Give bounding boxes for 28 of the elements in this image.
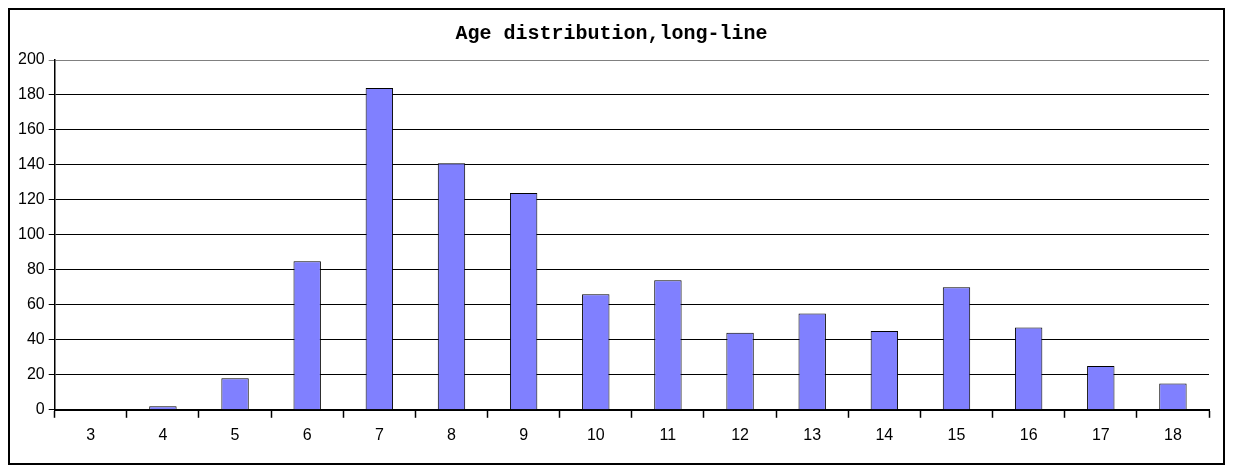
y-tick-label: 200: [17, 50, 45, 68]
x-tick-label: 8: [447, 425, 457, 443]
x-tick-label: 15: [947, 425, 966, 443]
x-tick-label: 12: [731, 425, 750, 443]
y-tick-label: 20: [26, 365, 45, 383]
x-tick-label: 18: [1164, 425, 1182, 443]
x-tick-label: 10: [586, 425, 605, 443]
x-tick-label: 17: [1091, 425, 1110, 443]
x-tick-label: 7: [374, 425, 384, 443]
x-tick-label: 9: [519, 425, 529, 443]
x-tick-label: 11: [659, 425, 677, 443]
y-tick-label: 140: [17, 155, 45, 173]
x-tick-label: 13: [803, 425, 822, 443]
x-tick-label: 5: [230, 425, 240, 443]
chart-title: Age distribution,long-line: [455, 22, 768, 46]
x-tick-label: 3: [86, 425, 96, 443]
y-tick-label: 0: [35, 400, 45, 418]
y-tick-label: 180: [17, 85, 45, 103]
x-tick-label: 4: [158, 425, 168, 443]
y-tick-label: 120: [17, 190, 45, 208]
x-tick-label: 14: [875, 425, 894, 443]
x-tick-label: 6: [302, 425, 312, 443]
x-tick-label: 16: [1019, 425, 1038, 443]
y-tick-label: 160: [17, 120, 45, 138]
y-tick-label: 60: [26, 295, 45, 313]
y-tick-label: 100: [17, 225, 45, 243]
y-tick-label: 40: [26, 330, 45, 348]
y-tick-label: 80: [26, 260, 45, 278]
